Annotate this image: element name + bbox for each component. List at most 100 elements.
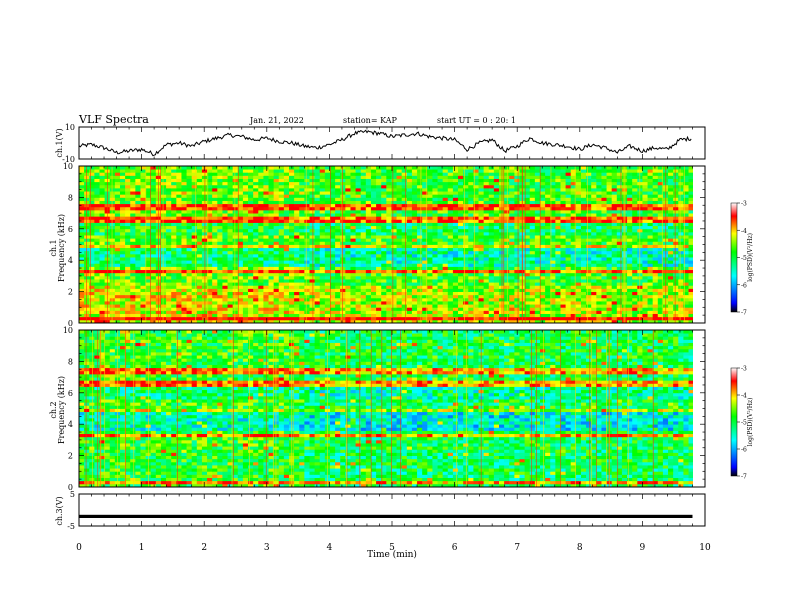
heat-cell — [360, 260, 367, 264]
heat-cell — [99, 279, 106, 283]
heat-cell — [196, 253, 203, 258]
heat-cell — [401, 209, 408, 214]
heat-cell — [171, 269, 177, 274]
heat-cell — [591, 263, 597, 267]
heat-cell — [483, 310, 490, 314]
heat-cell — [176, 194, 182, 198]
heat-cell — [386, 313, 392, 318]
heat-cell — [386, 260, 392, 264]
heat-cell — [647, 238, 654, 242]
heat-cell — [355, 301, 362, 305]
heat-cell — [340, 263, 346, 267]
heat-cell — [647, 279, 654, 283]
heat-cell — [212, 266, 218, 271]
heat-cell — [253, 313, 259, 318]
heat-cell — [186, 238, 193, 242]
heat-cell — [227, 257, 234, 261]
heat-cell — [668, 206, 674, 211]
heat-cell — [370, 235, 377, 239]
heat-cell — [555, 310, 561, 314]
heat-cell — [376, 253, 382, 258]
heat-cell — [273, 197, 280, 201]
heat-cell — [545, 203, 551, 208]
heat-cell — [79, 228, 85, 233]
heat-cell — [99, 297, 106, 302]
heat-cell — [493, 272, 500, 277]
heat-cell — [196, 319, 203, 324]
heat-cell — [79, 316, 85, 321]
heat-cell — [340, 313, 346, 318]
heat-cell — [683, 216, 689, 220]
heat-cell — [493, 222, 500, 227]
heat-cell — [570, 219, 577, 223]
heat-cell — [94, 310, 100, 314]
heat-cell — [268, 310, 275, 314]
heat-cell — [345, 307, 351, 311]
heat-cell — [150, 282, 157, 286]
heat-cell — [611, 279, 618, 283]
heat-cell — [391, 206, 397, 211]
heat-cell — [278, 197, 285, 201]
heat-cell — [232, 253, 239, 258]
heat-cell — [432, 235, 438, 239]
heat-cell — [411, 310, 418, 314]
heat-cell — [442, 316, 449, 321]
heat-cell — [688, 294, 695, 299]
heat-cell — [119, 244, 126, 249]
heat-cell — [493, 275, 500, 280]
heat-cell — [483, 304, 490, 308]
heat-cell — [360, 257, 367, 261]
heat-cell — [575, 282, 582, 286]
heat-cell — [242, 263, 249, 267]
heat-cell — [437, 313, 444, 318]
heat-cell — [355, 310, 362, 314]
heat-cell — [125, 297, 131, 302]
heat-cell — [160, 297, 167, 302]
heat-cell — [160, 253, 167, 258]
heat-cell — [258, 279, 264, 283]
heat-cell — [586, 307, 592, 311]
heat-cell — [647, 319, 654, 324]
heat-cell — [273, 225, 280, 230]
heat-cell — [473, 231, 479, 236]
heat-cell — [299, 231, 305, 236]
heat-cell — [591, 288, 597, 292]
heat-cell — [688, 241, 695, 245]
heat-cell — [447, 200, 454, 205]
heat-cell — [222, 247, 228, 252]
heat-cell — [335, 247, 341, 252]
heat-cell — [294, 272, 300, 277]
heat-cell — [248, 272, 254, 277]
heat-cell — [335, 288, 341, 292]
heat-cell — [529, 319, 536, 324]
heat-cell — [130, 257, 136, 261]
heat-cell — [324, 209, 331, 214]
heat-cell — [524, 279, 531, 283]
heat-cell — [601, 260, 607, 264]
heat-cell — [642, 257, 648, 261]
heat-cell — [601, 203, 607, 208]
heat-cell — [79, 319, 85, 324]
heat-cell — [109, 253, 116, 258]
heat-cell — [586, 257, 592, 261]
heat-cell — [268, 225, 275, 230]
heat-cell — [140, 200, 146, 205]
heat-cell — [406, 279, 413, 283]
heat-cell — [227, 279, 234, 283]
heat-cell — [616, 266, 623, 271]
heat-cell — [488, 269, 495, 274]
heat-cell — [591, 313, 597, 318]
heat-cell — [119, 206, 126, 211]
heat-cell — [345, 216, 351, 220]
heat-cell — [678, 316, 684, 321]
heat-cell — [329, 235, 336, 239]
heat-cell — [171, 294, 177, 299]
heat-cell — [560, 285, 566, 289]
heat-cell — [370, 213, 377, 217]
heat-cell — [391, 275, 397, 280]
heat-cell — [422, 213, 428, 217]
heat-cell — [365, 319, 372, 324]
heat-cell — [171, 260, 177, 264]
heat-cell — [401, 307, 408, 311]
heat-cell — [483, 231, 490, 236]
